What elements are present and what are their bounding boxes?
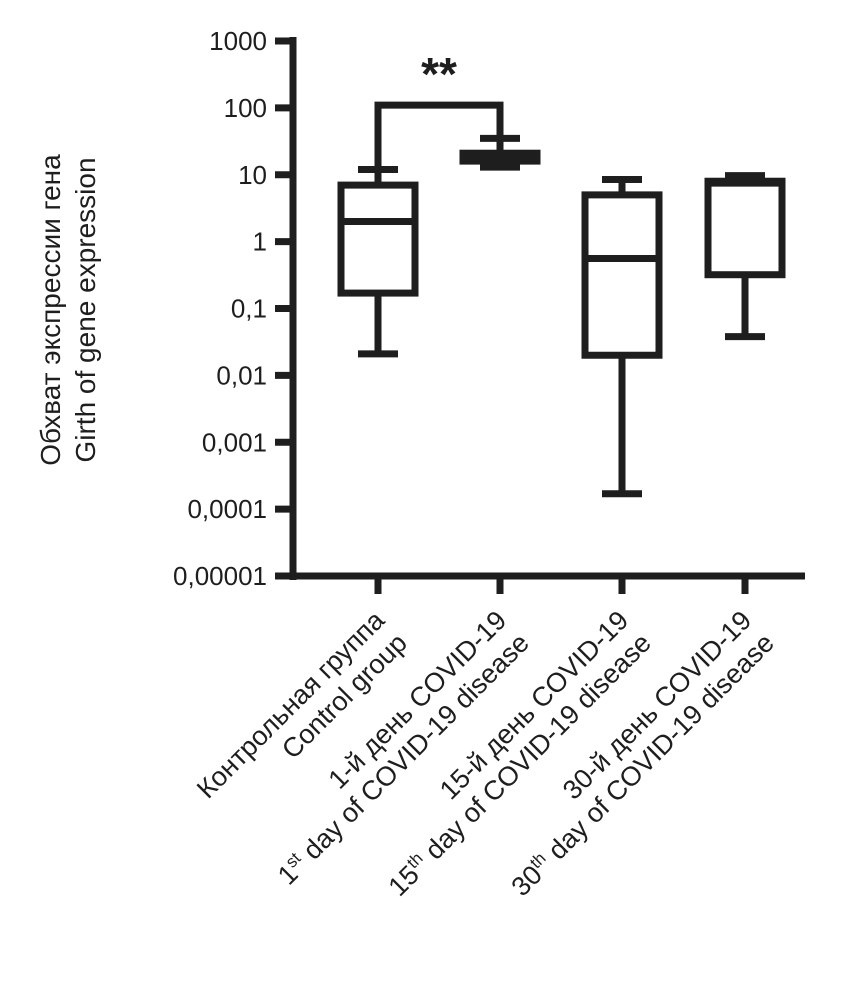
y-tick-label: 1 bbox=[253, 227, 267, 257]
y-axis-label-ru: Обхват экспрессии гена bbox=[35, 154, 66, 466]
box-4 bbox=[704, 172, 786, 341]
x-category-label-en: 30th day of COVID-19 disease bbox=[505, 627, 780, 902]
iqr-box bbox=[581, 191, 663, 359]
y-tick-label: 0,0001 bbox=[187, 494, 267, 524]
box-2 bbox=[459, 134, 541, 171]
significance-bracket bbox=[374, 101, 504, 170]
box-3 bbox=[581, 175, 663, 498]
y-tick-label: 1000 bbox=[209, 26, 267, 56]
y-tick-label: 0,1 bbox=[231, 294, 267, 324]
y-tick-label: 0,01 bbox=[216, 360, 267, 390]
y-axis-label: Обхват экспрессии гена Girth of gene exp… bbox=[35, 154, 101, 466]
iqr-box bbox=[337, 181, 419, 297]
significance-label: ** bbox=[421, 48, 457, 100]
y-tick-label: 100 bbox=[224, 93, 267, 123]
y-tick-label: 0,00001 bbox=[173, 561, 267, 591]
box-1 bbox=[337, 165, 419, 358]
y-axis-label-en: Girth of gene expression bbox=[70, 157, 101, 462]
y-tick-label: 0,001 bbox=[202, 427, 267, 457]
iqr-box bbox=[704, 177, 786, 279]
y-tick-label: 10 bbox=[238, 160, 267, 190]
